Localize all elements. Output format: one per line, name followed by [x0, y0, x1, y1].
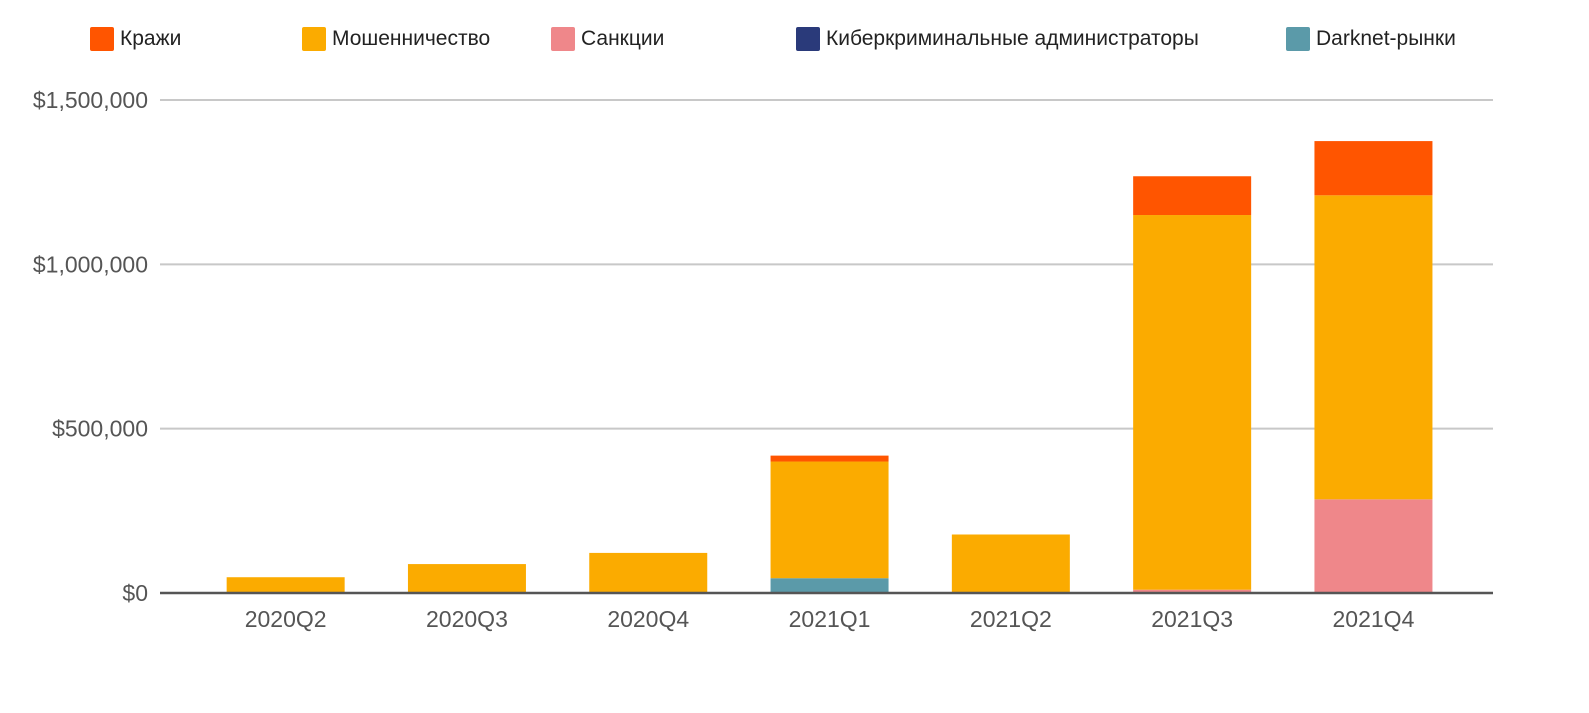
x-tick-label: 2021Q4 [1333, 606, 1415, 632]
chart-legend: Кражи Мошенничество Санкции Киберкриминальн… [0, 24, 1589, 54]
legend-item: Мошенничество [302, 24, 490, 54]
y-tick-label: $1,000,000 [33, 251, 148, 277]
legend-label: Санкции [581, 27, 665, 50]
y-tick-label: $500,000 [52, 416, 148, 442]
legend-item: Darknet-рынки [1286, 24, 1456, 54]
legend-label: Мошенничество [332, 27, 491, 50]
x-tick-label: 2020Q4 [607, 606, 689, 632]
legend-swatch [796, 27, 820, 51]
bar-segment [226, 577, 345, 593]
legend-item: Кражи [90, 24, 181, 54]
bar-segment [951, 534, 1070, 593]
x-tick-label: 2021Q1 [789, 606, 871, 632]
bar-segment [1314, 499, 1433, 593]
x-tick-label: 2020Q3 [426, 606, 508, 632]
legend-label: Кражи [120, 27, 182, 50]
bar-segment [1133, 176, 1252, 216]
bar-segment [1314, 141, 1433, 196]
bar-segment [770, 578, 889, 593]
legend-swatch [302, 27, 326, 51]
bar-segment [407, 564, 526, 593]
legend-swatch [1286, 27, 1310, 51]
x-tick-label: 2021Q3 [1151, 606, 1233, 632]
legend-label: Киберкриминальные администраторы [826, 27, 1199, 50]
bar-segment [770, 455, 889, 462]
x-tick-label: 2021Q2 [970, 606, 1052, 632]
y-tick-label: $0 [122, 580, 148, 606]
bar-segment [1133, 589, 1252, 593]
legend-item: Киберкриминальные администраторы [796, 24, 1199, 54]
bar-segment [1133, 215, 1252, 590]
x-tick-label: 2020Q2 [245, 606, 327, 632]
bar-segment [589, 552, 708, 593]
legend-item: Санкции [551, 24, 664, 54]
y-tick-label: $1,500,000 [33, 87, 148, 113]
legend-label: Darknet-рынки [1316, 27, 1456, 50]
bar-segment [1314, 195, 1433, 500]
legend-swatch [551, 27, 575, 51]
legend-swatch [90, 27, 114, 51]
bar-segment [770, 461, 889, 579]
